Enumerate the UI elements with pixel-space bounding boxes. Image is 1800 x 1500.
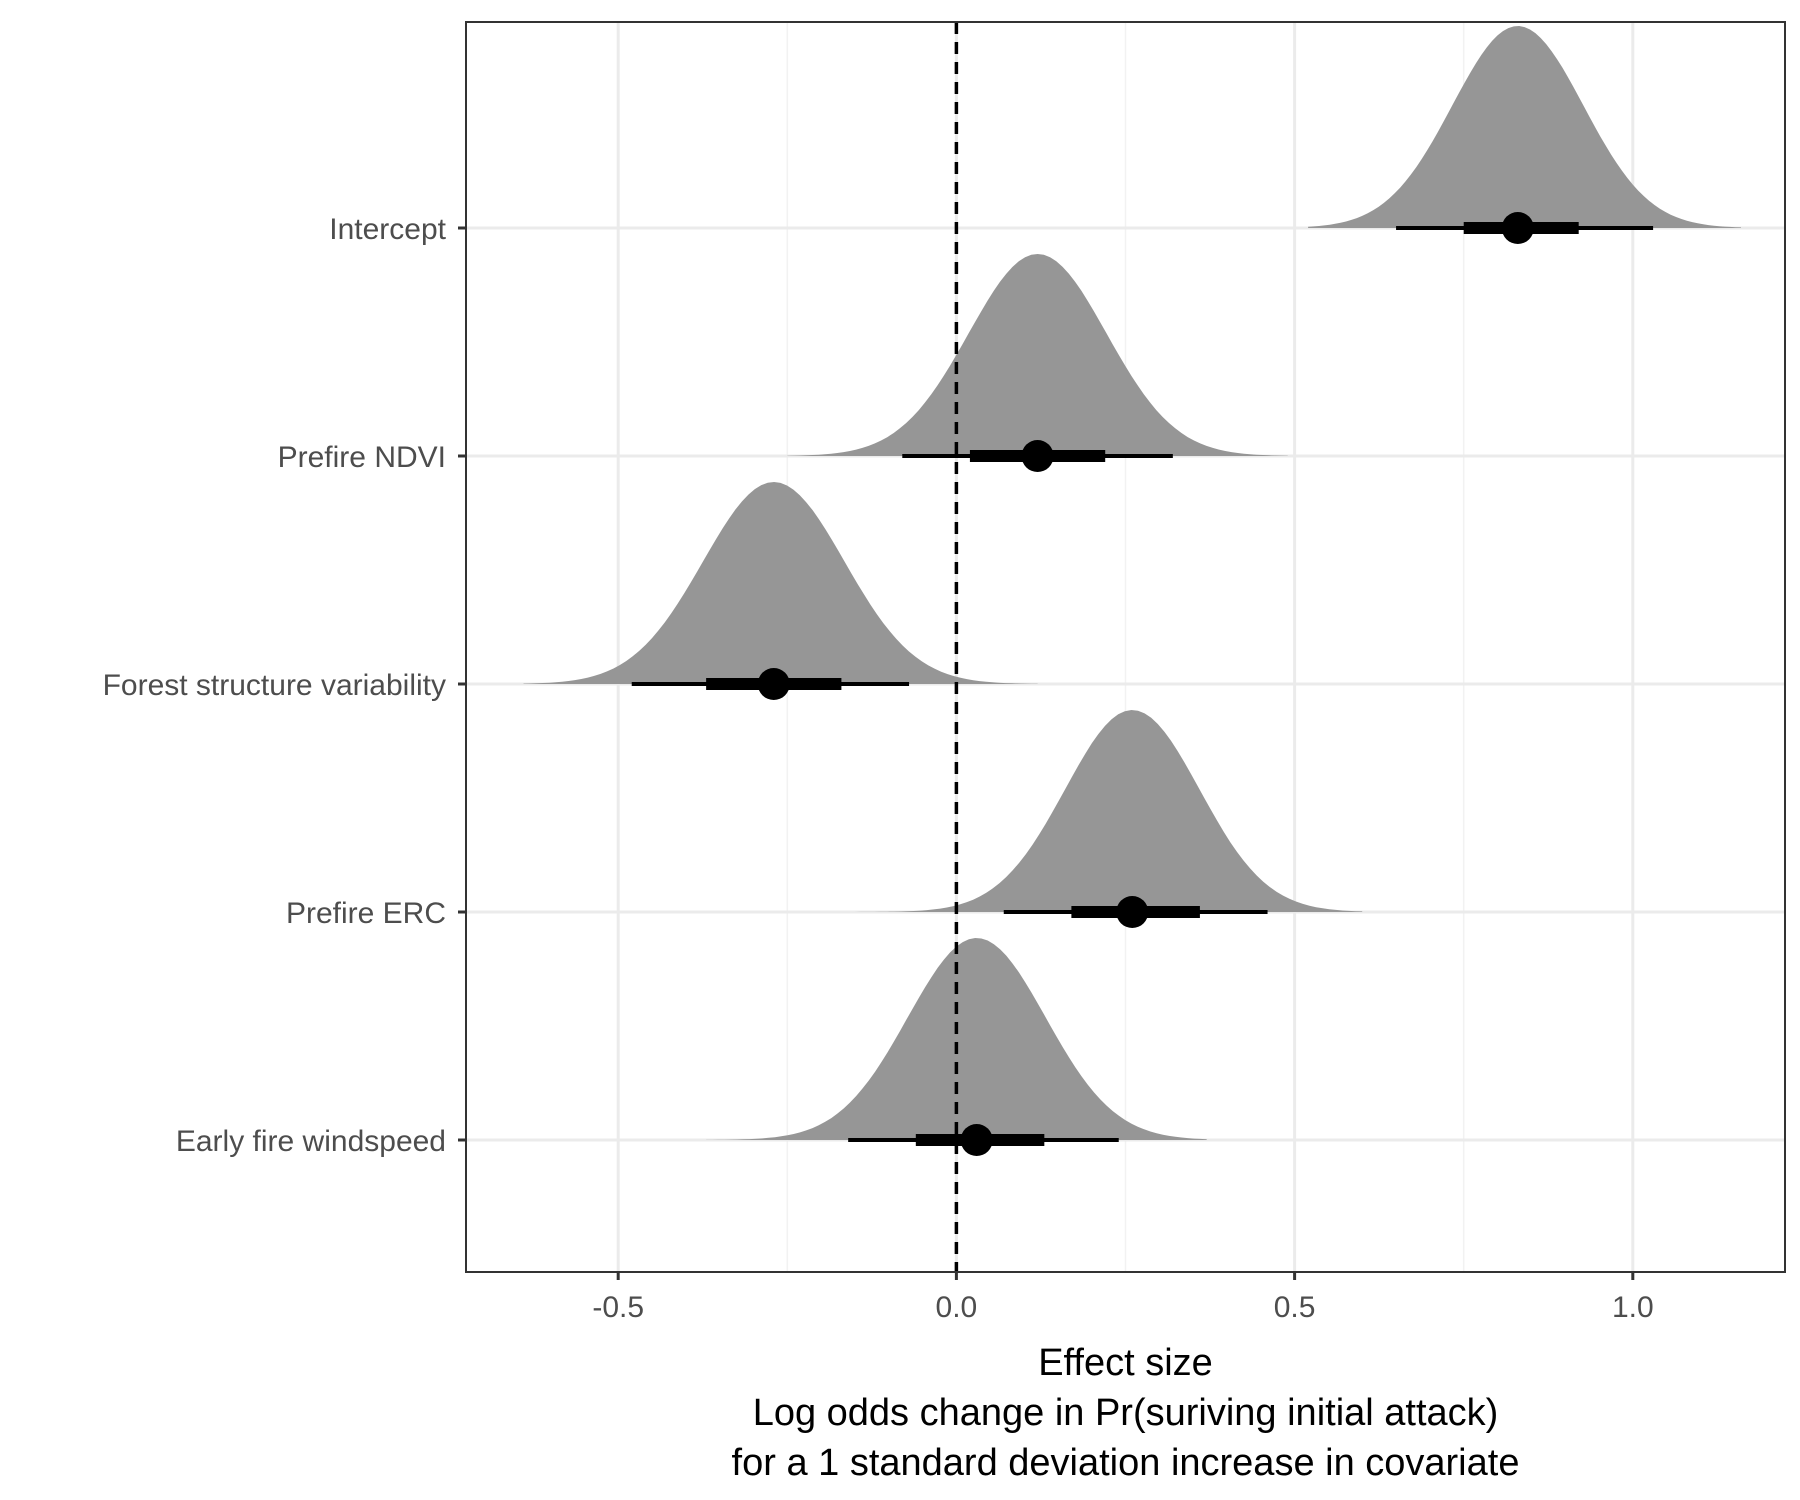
density-intercept	[1308, 26, 1741, 228]
x-axis: -0.5 0.0 0.5 1.0	[592, 1272, 1654, 1324]
x-tick-label: 0.5	[1274, 1291, 1316, 1324]
panel-border	[465, 21, 1786, 1273]
y-tick-label: Prefire ERC	[286, 897, 446, 930]
density-layer	[523, 26, 1741, 1140]
density-prefire-ndvi	[787, 254, 1288, 456]
y-tick-label: Prefire NDVI	[278, 441, 446, 474]
density-prefire-erc	[834, 710, 1363, 912]
density-early-fire-windspeed	[706, 938, 1207, 1140]
median-point	[1021, 440, 1054, 472]
y-tick-label: Forest structure variability	[103, 669, 446, 702]
median-point	[960, 1124, 993, 1156]
interval-layer	[631, 212, 1654, 1156]
density-forest-structure-variability	[523, 482, 1038, 684]
x-tick-label: -0.5	[592, 1291, 644, 1324]
x-axis-title: Effect size Log odds change in Pr(surivi…	[732, 1342, 1520, 1484]
x-axis-title-line-1: Effect size	[1038, 1342, 1213, 1384]
median-point	[757, 668, 790, 700]
y-tick-label: Early fire windspeed	[176, 1125, 446, 1158]
y-axis: Intercept Prefire NDVI Forest structure va…	[103, 213, 466, 1158]
y-tick-label: Intercept	[329, 213, 446, 246]
median-point	[1501, 212, 1534, 244]
median-point	[1116, 896, 1149, 928]
x-axis-title-line-3: for a 1 standard deviation increase in c…	[732, 1442, 1520, 1484]
x-tick-label: 0.0	[936, 1291, 978, 1324]
x-tick-label: 1.0	[1612, 1291, 1654, 1324]
x-axis-title-line-2: Log odds change in Pr(suriving initial a…	[753, 1392, 1499, 1434]
